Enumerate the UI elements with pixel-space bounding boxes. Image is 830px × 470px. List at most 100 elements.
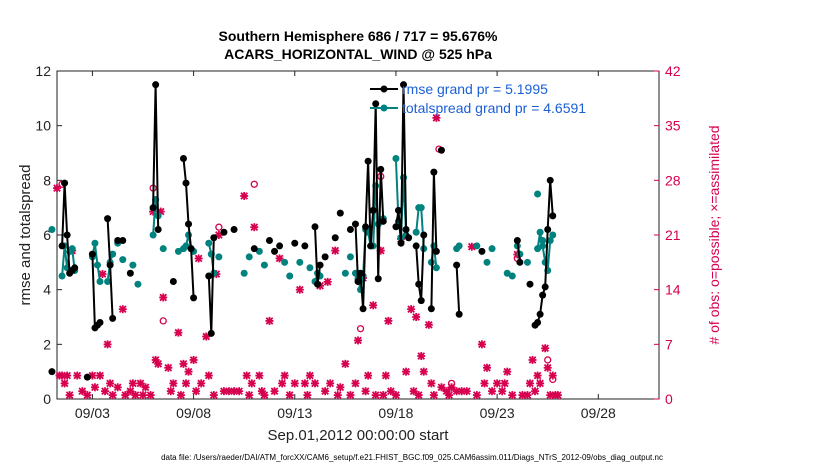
obs-assimilated-marker <box>543 363 552 372</box>
totalspread-point <box>109 250 117 258</box>
totalspread-point <box>174 247 182 255</box>
obs-assimilated-marker <box>333 391 342 400</box>
rmse-point <box>336 209 344 217</box>
rmse-point <box>314 280 322 288</box>
rmse-point <box>321 253 329 261</box>
rmse-point <box>179 154 187 162</box>
rmse-point <box>549 212 557 220</box>
totalspread-point <box>205 239 213 247</box>
totalspread-point <box>432 264 440 272</box>
y-axis-right-label: # of obs: o=possible; ×=assimilated <box>706 125 722 344</box>
rmse-point <box>437 146 445 154</box>
totalspread-point <box>149 231 157 239</box>
rmse-point <box>420 231 428 239</box>
obs-assimilated-marker <box>424 320 433 329</box>
obs-assimilated-marker <box>270 387 279 396</box>
totalspread-point <box>245 253 253 261</box>
obs-assimilated-marker <box>209 391 218 400</box>
rmse-line-segment <box>536 180 554 323</box>
rmse-point <box>63 231 71 239</box>
obs-assimilated-marker <box>379 391 388 400</box>
rmse-point <box>265 236 273 244</box>
rmse-point <box>114 236 122 244</box>
y-tick-label: 4 <box>43 282 51 298</box>
obs-assimilated-marker <box>331 246 340 255</box>
rmse-point <box>516 258 524 266</box>
obs-assimilated-marker <box>480 379 489 388</box>
rmse-point <box>432 247 440 255</box>
obs-assimilated-marker <box>295 285 304 294</box>
rmse-point <box>291 239 299 247</box>
metric-lines <box>48 81 557 381</box>
rmse-point <box>412 242 420 250</box>
obs-assimilated-marker <box>194 254 203 263</box>
totalspread-point <box>539 242 547 250</box>
rmse-line-segment <box>455 265 461 315</box>
rmse-point <box>364 157 372 165</box>
rmse-point <box>58 242 66 250</box>
y-right-tick-label: 21 <box>665 227 681 243</box>
x-axis-label: Sep.01,2012 00:00:00 start <box>268 427 450 444</box>
obs-assimilated-marker <box>321 387 330 396</box>
rmse-point <box>88 250 96 258</box>
totalspread-point <box>549 231 557 239</box>
obs-assimilated-marker <box>541 344 550 353</box>
obs-assimilated-marker <box>346 391 355 400</box>
totalspread-point <box>68 245 76 253</box>
rmse-point <box>372 100 380 108</box>
obs-assimilated-marker <box>548 371 557 380</box>
rmse-point <box>250 245 258 253</box>
totalspread-point <box>473 242 481 250</box>
rmse-point <box>230 226 238 234</box>
y-right-tick-label: 7 <box>665 336 673 352</box>
obs-assimilated-marker <box>419 367 428 376</box>
obs-assimilated-marker <box>63 371 72 380</box>
rmse-point <box>104 215 112 223</box>
rmse-point <box>154 226 162 234</box>
obs-assimilated-marker <box>182 379 190 388</box>
obs-assimilated-marker <box>242 371 251 380</box>
obs-assimilated-marker <box>83 391 92 400</box>
obs-assimilated-marker <box>60 379 69 388</box>
rmse-point <box>536 310 544 318</box>
rmse-point <box>397 239 405 247</box>
obs-assimilated-marker <box>166 387 175 396</box>
obs-assimilated-marker <box>53 184 61 193</box>
x-tick-label: 09/28 <box>581 405 616 421</box>
totalspread-point <box>412 228 420 236</box>
obs-assimilated-marker <box>300 379 309 388</box>
chart-title-line-1: Southern Hemisphere 686 / 717 = 95.676% <box>219 28 499 44</box>
y-right-tick-label: 42 <box>665 63 681 79</box>
obs-assimilated-marker <box>523 391 532 400</box>
rmse-point <box>187 245 195 253</box>
rmse-point <box>96 318 104 326</box>
totalspread-point <box>48 226 56 234</box>
obs-assimilated-marker <box>146 391 155 400</box>
obs-assimilated-marker <box>503 367 512 376</box>
legend-rmse-label: rmse grand pr = 5.1995 <box>402 81 548 97</box>
rmse-point <box>354 277 362 285</box>
totalspread-point <box>306 264 314 272</box>
obs-assimilated-marker <box>250 223 259 232</box>
legend-spread-label: totalspread grand pr = 4.6591 <box>402 100 586 116</box>
obs-assimilated-marker <box>498 387 507 396</box>
y-tick-label: 10 <box>35 118 51 134</box>
obs-assimilated-marker <box>184 367 193 376</box>
obs-assimilated-marker <box>384 316 393 325</box>
x-tick-label: 09/03 <box>75 405 110 421</box>
totalspread-point <box>417 204 425 212</box>
x-axis: 09/03 09/08 09/13 09/18 09/23 09/28 <box>75 71 616 421</box>
legend: rmse grand pr = 5.1995 totalspread grand… <box>370 81 586 116</box>
obs-assimilated-marker <box>445 391 454 400</box>
rmse-point <box>182 179 190 187</box>
rmse-point <box>271 247 279 255</box>
obs-assimilated-marker <box>427 379 436 388</box>
rmse-point <box>119 236 127 244</box>
rmse-point <box>415 280 423 288</box>
obs-assimilated-marker <box>472 391 481 400</box>
obs-assimilated-marker <box>533 371 542 380</box>
obs-assimilated-marker <box>280 371 289 380</box>
obs-assimilated-marker <box>128 379 137 388</box>
rmse-point <box>455 310 463 318</box>
rmse-point <box>546 176 554 184</box>
